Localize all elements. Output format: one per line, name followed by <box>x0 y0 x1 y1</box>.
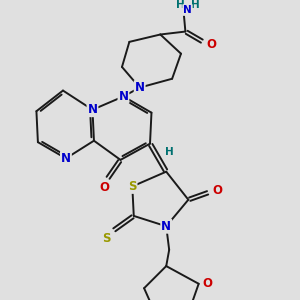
Text: N: N <box>135 81 145 94</box>
Text: O: O <box>100 181 110 194</box>
Text: N: N <box>88 103 98 116</box>
Text: H: H <box>165 147 174 158</box>
Text: O: O <box>212 184 222 197</box>
Text: H: H <box>191 0 200 10</box>
Text: O: O <box>202 277 212 290</box>
Text: N: N <box>61 152 71 165</box>
Text: H: H <box>176 0 185 10</box>
Text: N: N <box>161 220 171 233</box>
Text: O: O <box>206 38 216 51</box>
Text: S: S <box>128 180 136 193</box>
Text: N: N <box>183 5 192 15</box>
Text: N: N <box>118 90 128 103</box>
Text: S: S <box>102 232 111 244</box>
